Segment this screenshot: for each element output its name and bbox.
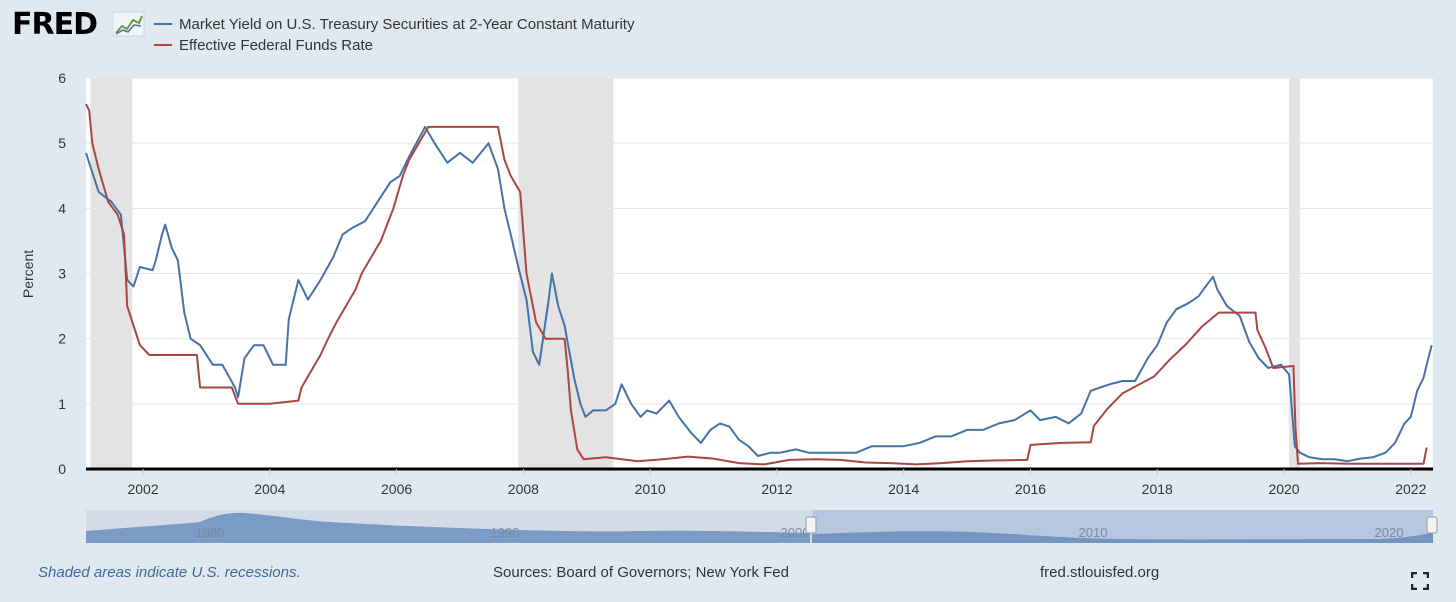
- source-url[interactable]: fred.stlouisfed.org: [1040, 564, 1160, 581]
- y-tick-label: 3: [58, 266, 66, 282]
- x-tick-label: 2002: [127, 481, 158, 497]
- navigator-tick-label: 2010: [1079, 525, 1108, 540]
- navigator[interactable]: 1980 1990 2000 2010 2020: [86, 510, 1438, 543]
- legend-item-fed-funds[interactable]: Effective Federal Funds Rate: [154, 35, 373, 55]
- sources-text: Sources: Board of Governors; New York Fe…: [493, 564, 789, 581]
- x-tick-label: 2020: [1268, 481, 1299, 497]
- x-tick-label: 2010: [635, 481, 666, 497]
- y-tick-label: 4: [58, 200, 66, 216]
- y-tick-label: 0: [58, 461, 66, 477]
- chart-header: FRED Market Yield on U.S. Treasury Secur…: [0, 0, 1456, 70]
- y-tick-label: 6: [58, 70, 66, 86]
- logo-text: FRED: [12, 7, 98, 42]
- series-line-0[interactable]: [85, 125, 1433, 463]
- gridlines: [86, 77, 1433, 405]
- x-axis-ticks: 2002 2004 2006 2008 2010 2012 2014 2016 2018 2020…: [127, 469, 1427, 497]
- fullscreen-icon[interactable]: [1411, 572, 1429, 590]
- sparkline-icon: [113, 11, 145, 37]
- legend-swatch-red: [154, 44, 172, 46]
- series-lines: [85, 103, 1433, 466]
- navigator-selected-area: [812, 531, 1433, 543]
- x-tick-label: 2014: [888, 481, 919, 497]
- x-tick-label: 2012: [761, 481, 792, 497]
- navigator-tick-label: 1980: [196, 525, 225, 540]
- legend-item-2yr-treasury[interactable]: Market Yield on U.S. Treasury Securities…: [154, 14, 634, 34]
- fred-logo[interactable]: FRED: [12, 7, 145, 42]
- navigator-tick-label: 2000: [781, 525, 810, 540]
- navigator-tick-label: 1990: [491, 525, 520, 540]
- x-tick-label: 2004: [254, 481, 285, 497]
- series-line-1[interactable]: [85, 103, 1428, 466]
- legend-label-fed-funds: Effective Federal Funds Rate: [179, 36, 373, 54]
- recession-note: Shaded areas indicate U.S. recessions.: [38, 564, 301, 581]
- legend-label-2yr-treasury: Market Yield on U.S. Treasury Securities…: [179, 15, 635, 33]
- y-tick-label: 2: [58, 331, 66, 347]
- legend-swatch-blue: [154, 23, 172, 25]
- y-tick-label: 1: [58, 396, 66, 412]
- navigator-handle-right[interactable]: [1426, 516, 1438, 534]
- y-axis-ticks: 0 1 2 3 4 5 6: [58, 70, 66, 477]
- plot-area: 0 1 2 3 4 5 6 2002 2004 2006 2008 2010 2012 2014 2016…: [0, 70, 1456, 555]
- x-tick-label: 2006: [381, 481, 412, 497]
- navigator-tick-label: 2020: [1375, 525, 1404, 540]
- x-tick-label: 2018: [1142, 481, 1173, 497]
- navigator-history-area: [86, 512, 810, 543]
- navigator-ticks: 1980 1990 2000 2010 2020: [196, 525, 1404, 540]
- line-chart[interactable]: 0 1 2 3 4 5 6 2002 2004 2006 2008 2010 2012 2014 2016…: [0, 70, 1456, 550]
- x-tick-label: 2022: [1395, 481, 1426, 497]
- x-tick-label: 2016: [1015, 481, 1046, 497]
- y-tick-label: 5: [58, 135, 66, 151]
- navigator-handle-left[interactable]: [805, 516, 817, 534]
- y-axis-label: Percent: [20, 250, 36, 298]
- x-tick-label: 2008: [508, 481, 539, 497]
